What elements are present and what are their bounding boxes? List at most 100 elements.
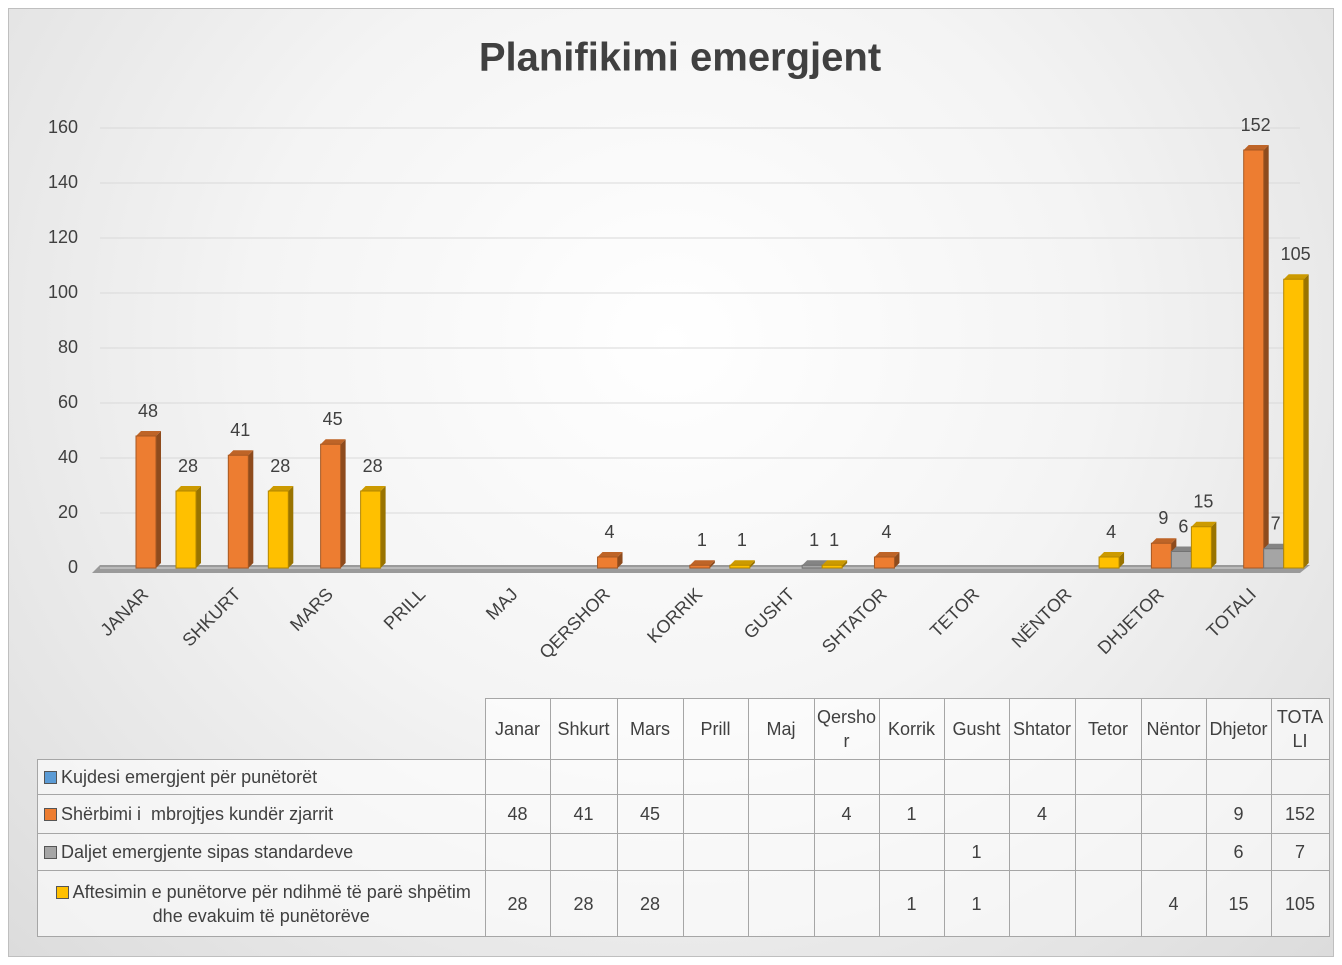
series-name: Kujdesi emergjent për punëtorët (61, 767, 318, 787)
table-value: 15 (1205, 870, 1272, 937)
bar-top (802, 560, 828, 566)
data-label: 1 (829, 530, 839, 550)
floor (92, 565, 1310, 573)
bar-top (176, 486, 201, 491)
table-value (1140, 794, 1207, 834)
legend-key (44, 808, 57, 821)
bar (821, 564, 843, 569)
bar-top (1263, 543, 1289, 549)
table-value (1074, 833, 1142, 871)
bar (1190, 526, 1212, 569)
table-value (484, 833, 551, 871)
bar-top (874, 552, 900, 557)
bar (597, 556, 619, 569)
column-header: Janar (484, 698, 551, 760)
table-value: 7 (1270, 833, 1330, 871)
table-value: 1 (943, 833, 1010, 871)
table-value: 1 (878, 794, 945, 834)
data-label: 1 (697, 530, 707, 550)
y-tick-label: 120 (48, 227, 78, 247)
x-tick-label: MARS (286, 584, 337, 635)
table-value (682, 833, 749, 871)
bar-top (822, 560, 848, 566)
series-row: Aftesimin e punëtorve për ndihmë të parë… (37, 870, 1330, 937)
x-tick-label: MAJ (482, 584, 522, 624)
column-header: Maj (747, 698, 815, 760)
table-value (1008, 833, 1076, 871)
series-label: Shërbimi i mbrojtjes kundër zjarrit (37, 794, 486, 834)
series-row: Shërbimi i mbrojtjes kundër zjarrit 48 41 4… (37, 794, 1330, 834)
column-header: Prill (682, 698, 749, 760)
bar-top (597, 552, 623, 557)
column-header: Dhjetor (1205, 698, 1272, 760)
bar (1283, 278, 1305, 569)
bar (1098, 556, 1120, 569)
bar-top (1191, 521, 1217, 527)
table-value (878, 833, 945, 871)
table-value (878, 759, 945, 795)
table-value (747, 759, 815, 795)
bar (801, 564, 823, 569)
bar-top (360, 486, 386, 491)
y-tick-label: 100 (48, 282, 78, 302)
data-label: 28 (178, 456, 198, 476)
bar-top (1243, 145, 1269, 150)
column-header: Korrik (878, 698, 945, 760)
series-name: Shërbimi i mbrojtjes kundër zjarrit (61, 804, 334, 824)
table-value (747, 833, 815, 871)
bar-top (136, 431, 161, 436)
table-value: 41 (549, 794, 618, 834)
bar-side (894, 552, 900, 568)
x-tick-label: QERSHOR (535, 584, 613, 662)
column-header: Tetor (1074, 698, 1142, 760)
bar-top (729, 560, 755, 566)
data-label: 45 (323, 409, 343, 429)
table-value (1140, 759, 1207, 795)
bar-side (709, 560, 715, 568)
bar-top (1171, 546, 1197, 552)
bar-top (1151, 538, 1177, 544)
table-value: 45 (616, 794, 684, 834)
bar-side (1119, 552, 1125, 568)
y-tick-label: 40 (58, 447, 78, 467)
table-value (549, 759, 618, 795)
table-value (616, 759, 684, 795)
data-table: Janar Shkurt Mars Prill Maj Qershor Korrik Gush… (37, 698, 1330, 937)
column-header: Gusht (943, 698, 1010, 760)
series-row: Daljet emergjente sipas standardeve 1 6 7 (37, 833, 1330, 871)
bar (360, 490, 382, 569)
column-header: Qershor (813, 698, 880, 760)
table-value (1008, 759, 1076, 795)
bar-side (156, 431, 161, 568)
column-header: Shtator (1008, 698, 1076, 760)
table-value (1140, 833, 1207, 871)
table-value (813, 833, 880, 871)
x-tick-label: SHKURT (178, 584, 244, 650)
bar-side (380, 486, 386, 568)
table-value (1205, 759, 1272, 795)
y-tick-label: 0 (68, 557, 78, 577)
x-tick-label: TETOR (926, 584, 983, 641)
y-tick-label: 20 (58, 502, 78, 522)
bar-side (1303, 274, 1309, 568)
bar-top (1099, 552, 1125, 557)
data-label: 4 (605, 522, 615, 542)
table-value (943, 794, 1010, 834)
bar-top (689, 560, 715, 566)
data-label: 9 (1158, 508, 1168, 528)
bar-side (749, 560, 755, 568)
y-tick-label: 60 (58, 392, 78, 412)
table-value: 4 (1008, 794, 1076, 834)
x-tick-label: PRILL (380, 584, 430, 634)
blank-cell (38, 699, 486, 760)
column-header: Mars (616, 698, 684, 760)
table-value: 48 (484, 794, 551, 834)
table-value (747, 794, 815, 834)
column-header: TOTALI (1270, 698, 1330, 760)
data-label: 4 (1106, 522, 1116, 542)
bar-side (617, 552, 623, 568)
y-tick-label: 160 (48, 117, 78, 137)
table-value: 28 (549, 870, 618, 937)
y-tick-label: 80 (58, 337, 78, 357)
column-header: Nëntor (1140, 698, 1207, 760)
